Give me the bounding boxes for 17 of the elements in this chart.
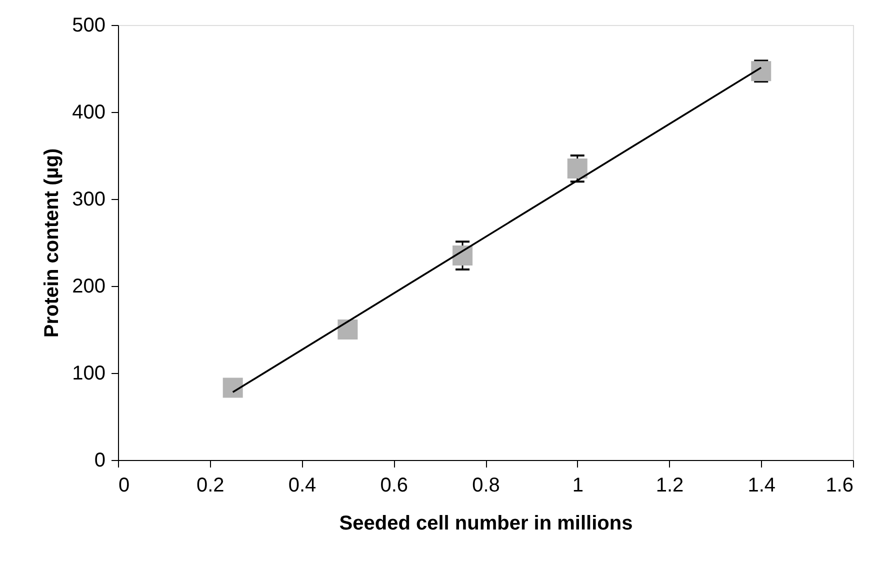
y-tick-label: 100 [72, 362, 106, 384]
x-tick-label: 1 [572, 474, 584, 496]
x-tick-label: 0.4 [288, 474, 316, 496]
x-tick-label: 0 [118, 474, 130, 496]
x-tick-label: 0.2 [196, 474, 224, 496]
y-tick-label: 200 [72, 276, 106, 298]
y-tick-label: 500 [72, 14, 106, 36]
x-axis-title: Seeded cell number in millions [339, 512, 633, 534]
y-tick-label: 300 [72, 188, 106, 210]
x-tick-label: 1.2 [656, 474, 684, 496]
x-tick-label: 0.6 [380, 474, 408, 496]
y-axis-title: Protein content (µg) [41, 148, 64, 338]
x-tick-label: 0.8 [472, 474, 500, 496]
x-tick-label: 1.6 [826, 474, 854, 496]
x-tick-label: 1.4 [748, 474, 776, 496]
y-tick-label: 0 [94, 450, 106, 472]
y-tick-label: 400 [72, 102, 106, 124]
